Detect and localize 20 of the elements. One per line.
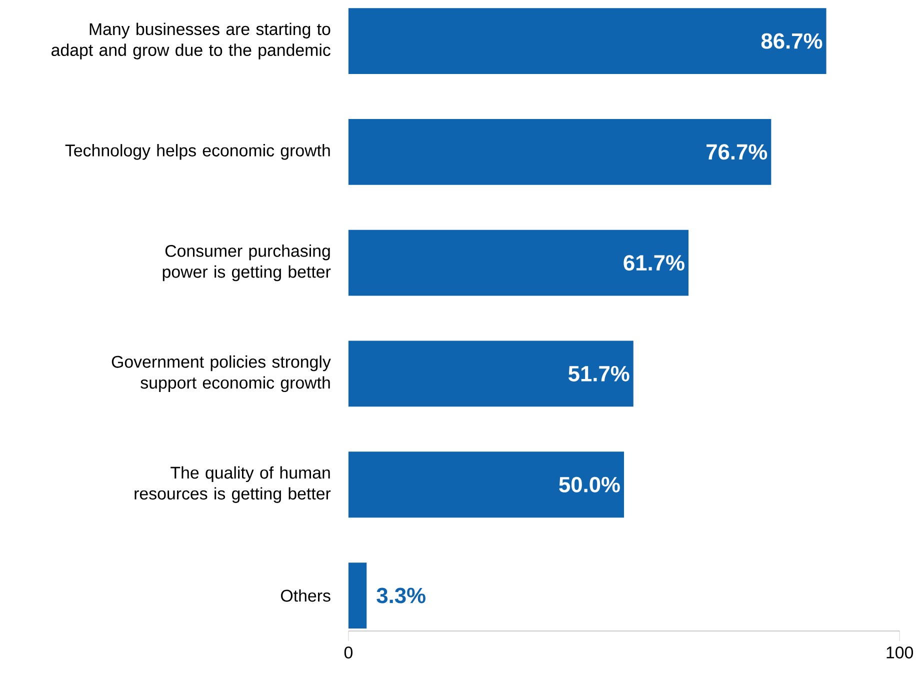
y-tick-label: Others [281,589,330,602]
y-tick-label: Many businesses are starting to adapt and grow due to the pandemic [52,22,330,60]
bar [348,119,772,185]
y-tick-label: Consumer purchasing power is getting better [162,244,331,282]
x-tick-label: 0 [344,646,352,659]
bar [348,8,826,74]
bar [348,452,624,518]
data-label: 51.7% [568,366,630,382]
y-tick-label: The quality of human resources is getting better [134,466,331,503]
data-label: 3.3% [376,588,426,604]
data-label: 76.7% [706,144,768,160]
data-label: 61.7% [624,255,684,271]
data-label: 50.0% [559,476,620,492]
y-tick-label: Government policies strongly support economic growth [112,355,331,392]
x-tick-label: 100 [886,646,914,659]
y-tick-label: Technology helps economic growth [65,144,330,160]
bar [348,562,367,628]
bar [348,230,688,296]
data-label: 86.7% [761,33,822,49]
bar [348,340,634,407]
